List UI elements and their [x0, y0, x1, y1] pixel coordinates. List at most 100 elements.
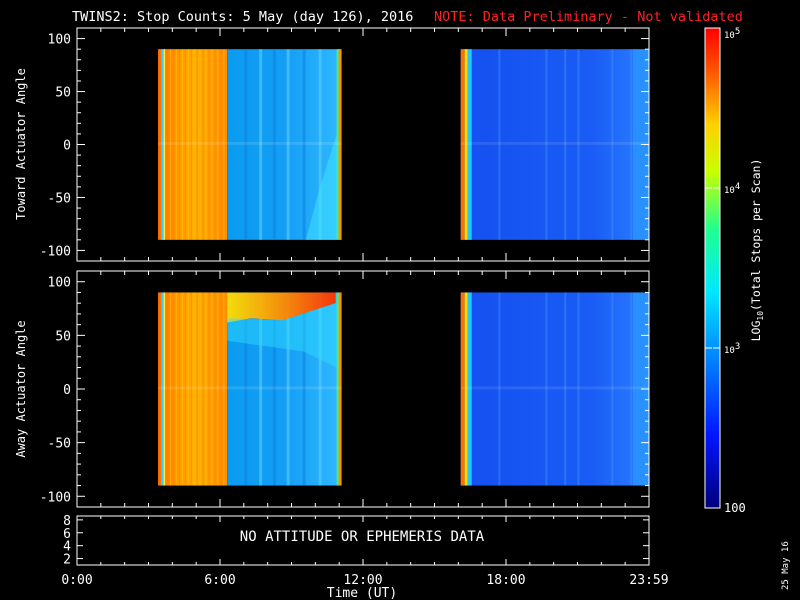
toward-y-label: Toward Actuator Angle — [14, 68, 28, 220]
band-stripe — [630, 292, 633, 486]
x-tick-label: 18:00 — [486, 573, 525, 588]
time-axis-ticks: 0:00 6:00 12:00 18:00 23:59 — [61, 28, 669, 588]
band-stripe — [193, 292, 195, 486]
band-stripe — [184, 292, 186, 486]
toward-y-ticks: -100 -50 0 50 100 — [40, 33, 649, 259]
y-tick-label: -50 — [48, 437, 71, 452]
segment-start-line — [464, 292, 468, 486]
band-stripe — [199, 49, 201, 240]
band-stripe — [172, 49, 175, 240]
y-tick-label: 0 — [63, 383, 71, 398]
zero-angle-line — [158, 141, 342, 145]
y-tick-label: 100 — [48, 276, 71, 291]
low-count-band — [460, 49, 649, 240]
band-stripe — [205, 49, 207, 240]
away-panel: -100 -50 0 50 100 Away Actuator Angle — [14, 270, 650, 508]
cyan-edge-line — [161, 49, 164, 240]
band-stripe — [545, 49, 548, 240]
band-stripe — [166, 49, 169, 240]
band-stripe — [545, 292, 548, 486]
colorbar-tick-label: 104 — [724, 182, 740, 196]
band-stripe — [498, 292, 501, 486]
band-stripe — [223, 49, 225, 240]
yellow-edge-line — [163, 49, 166, 240]
band-stripe — [611, 49, 614, 240]
y-tick-label: 50 — [55, 86, 71, 101]
band-stripe — [211, 49, 213, 240]
y-tick-label: 4 — [63, 540, 71, 555]
band-stripe — [318, 49, 322, 240]
band-stripe — [187, 49, 189, 240]
band-stripe — [259, 49, 263, 240]
band-stripe — [181, 49, 183, 240]
toward-heatmap — [158, 49, 649, 240]
preliminary-note: NOTE: Data Preliminary - Not validated — [434, 9, 743, 25]
colorbar-gradient — [704, 27, 721, 509]
band-stripe — [286, 292, 290, 486]
band-stripe — [196, 292, 198, 486]
band-stripe — [190, 292, 192, 486]
band-stripe — [175, 49, 178, 240]
band-stripe — [220, 49, 222, 240]
band-stripe — [498, 49, 501, 240]
y-tick-label: -50 — [48, 191, 71, 206]
band-stripe — [302, 49, 306, 240]
date-stamp: 25 May 16 — [781, 541, 791, 590]
band-stripe — [175, 292, 178, 486]
band-stripe — [205, 292, 207, 486]
band-stripe — [630, 49, 633, 240]
away-heatmap — [158, 292, 649, 486]
y-tick-label: 2 — [63, 553, 71, 568]
band-stripe — [202, 49, 204, 240]
segment-end-line — [338, 292, 342, 486]
band-stripe — [178, 49, 180, 240]
band-stripe — [208, 292, 210, 486]
band-stripe — [564, 292, 567, 486]
yellow-edge-line — [163, 292, 166, 486]
band-stripe — [193, 49, 195, 240]
band-stripe — [208, 49, 210, 240]
away-y-ticks: -100 -50 0 50 100 — [40, 276, 649, 505]
band-stripe — [166, 292, 169, 486]
zero-angle-line — [158, 386, 342, 390]
y-tick-label: -100 — [40, 244, 71, 259]
y-tick-label: 8 — [63, 514, 71, 529]
low-count-band — [460, 292, 649, 486]
band-stripe — [214, 292, 216, 486]
segment-start-line — [467, 49, 472, 240]
segment-end-line — [336, 49, 339, 240]
band-stripe — [286, 49, 290, 240]
band-stripe — [199, 292, 201, 486]
zero-angle-line — [460, 386, 649, 390]
x-tick-label: 6:00 — [204, 573, 235, 588]
x-tick-label: 0:00 — [61, 573, 92, 588]
band-stripe — [202, 292, 204, 486]
band-stripe — [244, 49, 248, 240]
band-stripe — [318, 292, 322, 486]
y-tick-label: 0 — [63, 139, 71, 154]
high-count-band — [158, 49, 228, 240]
colorbar: LOG10(Total Stops per Scan) 105 104 103 100 — [704, 27, 765, 515]
zero-angle-line — [460, 141, 649, 145]
colorbar-tick-label: 103 — [724, 342, 740, 356]
chart-title: TWINS2: Stop Counts: 5 May (day 126), 20… — [72, 9, 413, 25]
warm-region — [305, 133, 337, 240]
band-stripe — [169, 49, 172, 240]
segment-start-line — [467, 292, 472, 486]
y-tick-label: -100 — [40, 490, 71, 505]
band-stripe — [178, 292, 180, 486]
segment-start-line — [460, 292, 465, 486]
segment-end-line — [338, 49, 342, 240]
away-y-label: Away Actuator Angle — [14, 320, 28, 457]
band-stripe — [214, 49, 216, 240]
colorbar-label: LOG10(Total Stops per Scan) — [749, 159, 765, 342]
x-tick-label: 23:59 — [629, 573, 668, 588]
band-stripe — [211, 292, 213, 486]
band-stripe — [577, 49, 580, 240]
band-stripe — [196, 49, 198, 240]
band-stripe — [302, 292, 306, 486]
band-stripe — [244, 292, 248, 486]
band-stripe — [187, 292, 189, 486]
